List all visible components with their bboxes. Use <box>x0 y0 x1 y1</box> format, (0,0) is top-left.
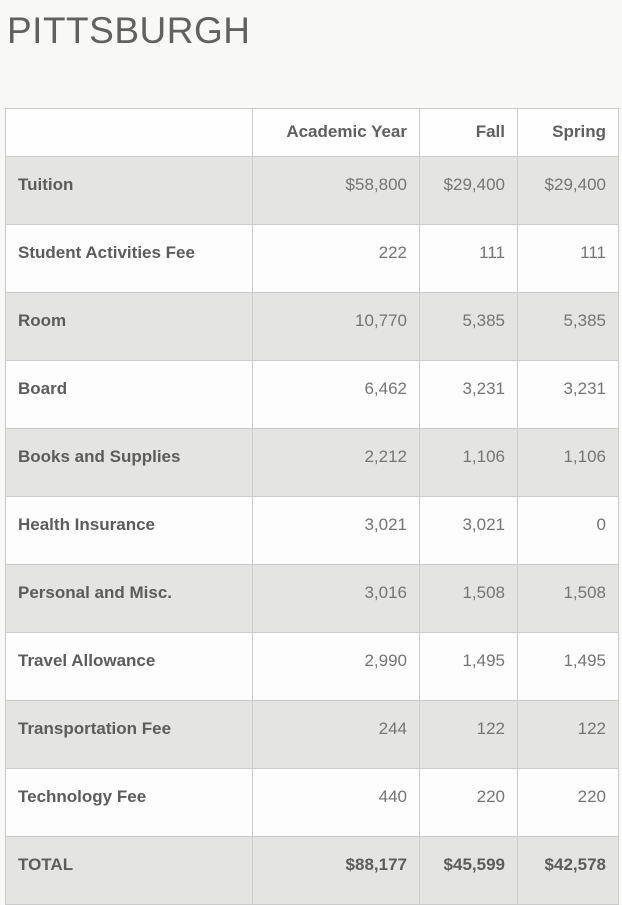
cell-spring: 122 <box>517 700 619 769</box>
row-label: Transportation Fee <box>5 700 253 769</box>
row-label: TOTAL <box>5 836 253 905</box>
table-row-health-insurance: Health Insurance 3,021 3,021 0 <box>5 496 619 565</box>
cell-academic-year: 10,770 <box>252 292 420 361</box>
cell-academic-year: 440 <box>252 768 420 837</box>
cell-spring: 0 <box>517 496 619 565</box>
row-label: Technology Fee <box>5 768 253 837</box>
column-header-academic-year: Academic Year <box>252 108 420 157</box>
cell-academic-year: 2,990 <box>252 632 420 701</box>
cell-fall: $29,400 <box>419 156 518 225</box>
table-row-total: TOTAL $88,177 $45,599 $42,578 <box>5 836 619 905</box>
cell-academic-year: 222 <box>252 224 420 293</box>
cell-academic-year: $58,800 <box>252 156 420 225</box>
table-row-room: Room 10,770 5,385 5,385 <box>5 292 619 361</box>
table-row-books-and-supplies: Books and Supplies 2,212 1,106 1,106 <box>5 428 619 497</box>
table-header-row: Academic Year Fall Spring <box>5 108 619 157</box>
cell-spring: 5,385 <box>517 292 619 361</box>
cell-academic-year: 2,212 <box>252 428 420 497</box>
column-header-spring: Spring <box>517 108 619 157</box>
cell-fall: 122 <box>419 700 518 769</box>
cell-academic-year: 3,016 <box>252 564 420 633</box>
cell-academic-year: 3,021 <box>252 496 420 565</box>
cell-spring: 1,106 <box>517 428 619 497</box>
cell-spring: 1,508 <box>517 564 619 633</box>
cell-fall: 1,495 <box>419 632 518 701</box>
cell-spring: $42,578 <box>517 836 619 905</box>
row-label: Room <box>5 292 253 361</box>
column-header-empty <box>5 108 253 157</box>
cell-academic-year: 244 <box>252 700 420 769</box>
row-label: Tuition <box>5 156 253 225</box>
cost-table: Academic Year Fall Spring Tuition $58,80… <box>5 108 619 905</box>
row-label: Books and Supplies <box>5 428 253 497</box>
table-row-travel-allowance: Travel Allowance 2,990 1,495 1,495 <box>5 632 619 701</box>
column-header-fall: Fall <box>419 108 518 157</box>
table-row-board: Board 6,462 3,231 3,231 <box>5 360 619 429</box>
cell-spring: $29,400 <box>517 156 619 225</box>
row-label: Student Activities Fee <box>5 224 253 293</box>
cell-fall: 1,106 <box>419 428 518 497</box>
row-label: Personal and Misc. <box>5 564 253 633</box>
row-label: Health Insurance <box>5 496 253 565</box>
cell-spring: 1,495 <box>517 632 619 701</box>
cell-fall: 111 <box>419 224 518 293</box>
table-row-technology-fee: Technology Fee 440 220 220 <box>5 768 619 837</box>
cell-fall: 220 <box>419 768 518 837</box>
table-row-student-activities-fee: Student Activities Fee 222 111 111 <box>5 224 619 293</box>
row-label: Board <box>5 360 253 429</box>
page-title: PITTSBURGH <box>7 10 251 51</box>
table-row-transportation-fee: Transportation Fee 244 122 122 <box>5 700 619 769</box>
cell-fall: 3,021 <box>419 496 518 565</box>
cell-spring: 220 <box>517 768 619 837</box>
cell-fall: $45,599 <box>419 836 518 905</box>
cell-fall: 1,508 <box>419 564 518 633</box>
cell-spring: 111 <box>517 224 619 293</box>
cell-academic-year: 6,462 <box>252 360 420 429</box>
table-row-tuition: Tuition $58,800 $29,400 $29,400 <box>5 156 619 225</box>
cell-spring: 3,231 <box>517 360 619 429</box>
cell-academic-year: $88,177 <box>252 836 420 905</box>
table-row-personal-and-misc: Personal and Misc. 3,016 1,508 1,508 <box>5 564 619 633</box>
row-label: Travel Allowance <box>5 632 253 701</box>
cell-fall: 3,231 <box>419 360 518 429</box>
cell-fall: 5,385 <box>419 292 518 361</box>
